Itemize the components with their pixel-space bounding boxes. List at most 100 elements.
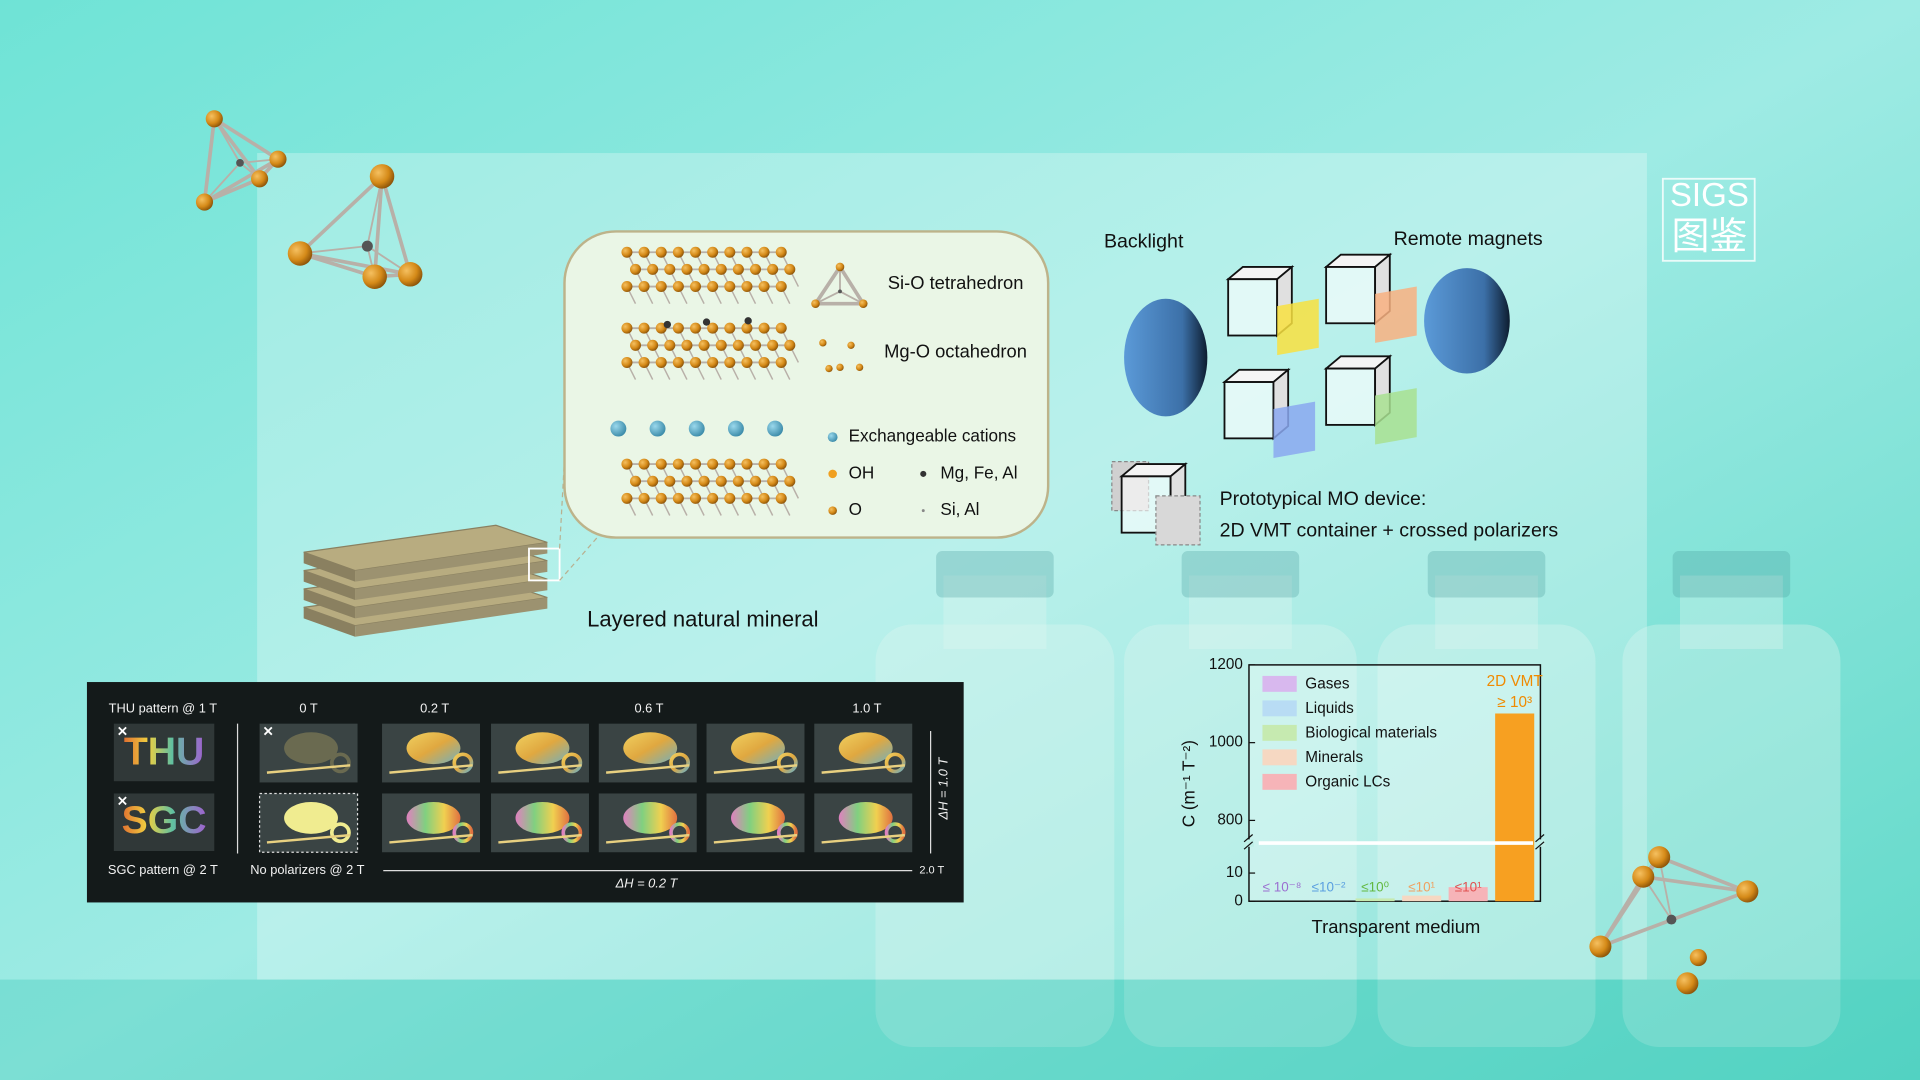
bond xyxy=(813,265,842,305)
y-tick-label: 1200 xyxy=(1209,656,1243,673)
atom xyxy=(741,356,753,368)
atom xyxy=(690,281,702,293)
atom xyxy=(698,263,710,275)
mineral-layer-side xyxy=(355,579,548,619)
atom xyxy=(672,492,684,504)
atom xyxy=(741,281,753,293)
chameleon xyxy=(731,732,785,765)
bond xyxy=(203,162,241,203)
chameleon xyxy=(838,802,893,834)
logo-text: 图鉴 xyxy=(1671,216,1747,258)
atom xyxy=(630,475,642,487)
atom xyxy=(672,246,684,258)
atom xyxy=(681,475,693,487)
atom xyxy=(715,263,727,275)
atom xyxy=(672,281,684,293)
branch xyxy=(713,833,798,844)
atom xyxy=(847,341,855,349)
value-label: ≥ 10³ xyxy=(1497,694,1532,711)
atom xyxy=(195,193,214,211)
coefficient-chart: Transparent medium C (m⁻¹ T⁻²) 0 10 800 100… xyxy=(1179,656,1546,937)
field-label: 1.0 T xyxy=(852,700,881,715)
branch xyxy=(498,833,582,844)
atom xyxy=(744,317,752,325)
atom xyxy=(767,339,779,351)
atom xyxy=(707,356,719,368)
legend-label: Organic LCs xyxy=(1305,773,1390,790)
atom xyxy=(767,263,779,275)
branch xyxy=(606,764,690,774)
atom xyxy=(649,420,666,437)
atom xyxy=(750,339,762,351)
bond xyxy=(1671,890,1748,921)
bar xyxy=(1402,895,1442,902)
atom xyxy=(758,458,770,470)
atom xyxy=(724,281,736,293)
atom xyxy=(775,492,787,504)
chameleon-tail xyxy=(561,752,583,774)
atom xyxy=(630,339,642,351)
atom xyxy=(775,322,787,334)
atom xyxy=(664,339,676,351)
bottle-cap xyxy=(1427,551,1546,598)
bond xyxy=(202,118,217,203)
axis-break xyxy=(1243,841,1254,850)
mineral-layer-side xyxy=(303,588,356,619)
atom xyxy=(655,356,667,368)
atom xyxy=(727,420,744,437)
atom xyxy=(1689,948,1707,967)
chameleon xyxy=(515,732,570,765)
device-caption: 2D VMT container + crossed polarizers xyxy=(1220,520,1559,542)
atom xyxy=(741,246,753,258)
atom xyxy=(690,356,702,368)
zoom-line xyxy=(559,520,613,581)
chameleon xyxy=(838,732,893,765)
panel-label: SGC pattern @ 2 T xyxy=(108,862,218,877)
atom xyxy=(672,322,684,334)
bond xyxy=(299,251,411,277)
chameleon xyxy=(623,802,678,834)
legend-label: O xyxy=(849,499,862,519)
cube-front xyxy=(1325,367,1377,426)
y-tick-label: 1000 xyxy=(1209,734,1243,751)
chameleon-tail xyxy=(776,752,798,774)
atom xyxy=(621,458,633,470)
atom xyxy=(369,164,395,189)
branch xyxy=(389,833,473,844)
chameleon-tail xyxy=(452,822,474,844)
atom xyxy=(690,246,702,258)
bottle-cap xyxy=(936,551,1054,598)
atom xyxy=(287,241,313,266)
panel-label: THU pattern @ 1 T xyxy=(109,700,218,715)
atom xyxy=(920,470,927,477)
bottle-cap xyxy=(1181,551,1300,598)
field-label: 0 T xyxy=(299,700,317,715)
bottle xyxy=(1124,624,1357,1047)
atom xyxy=(827,432,838,443)
value-label: ≤10⁻² xyxy=(1312,879,1346,894)
chameleon xyxy=(731,802,785,834)
polarizer xyxy=(1273,401,1316,458)
branch xyxy=(266,764,351,774)
atom xyxy=(672,458,684,470)
cube-front xyxy=(1325,266,1377,325)
chameleon xyxy=(406,732,461,765)
atom xyxy=(664,475,676,487)
atom xyxy=(638,322,650,334)
caption: Layered natural mineral xyxy=(587,607,818,632)
atom xyxy=(775,246,787,258)
bottle-neck xyxy=(943,575,1047,649)
atom xyxy=(638,356,650,368)
legend-swatch xyxy=(1262,749,1297,766)
legend-label: Mg, Fe, Al xyxy=(940,462,1017,482)
atom xyxy=(775,356,787,368)
bond xyxy=(212,117,262,180)
chameleon-tail xyxy=(669,822,690,844)
atom xyxy=(825,364,833,373)
device-label: Remote magnets xyxy=(1394,228,1543,250)
axis-break xyxy=(1535,839,1546,847)
legend-label: Minerals xyxy=(1305,749,1363,766)
mineral-layer-side xyxy=(355,542,548,582)
atom xyxy=(664,263,676,275)
